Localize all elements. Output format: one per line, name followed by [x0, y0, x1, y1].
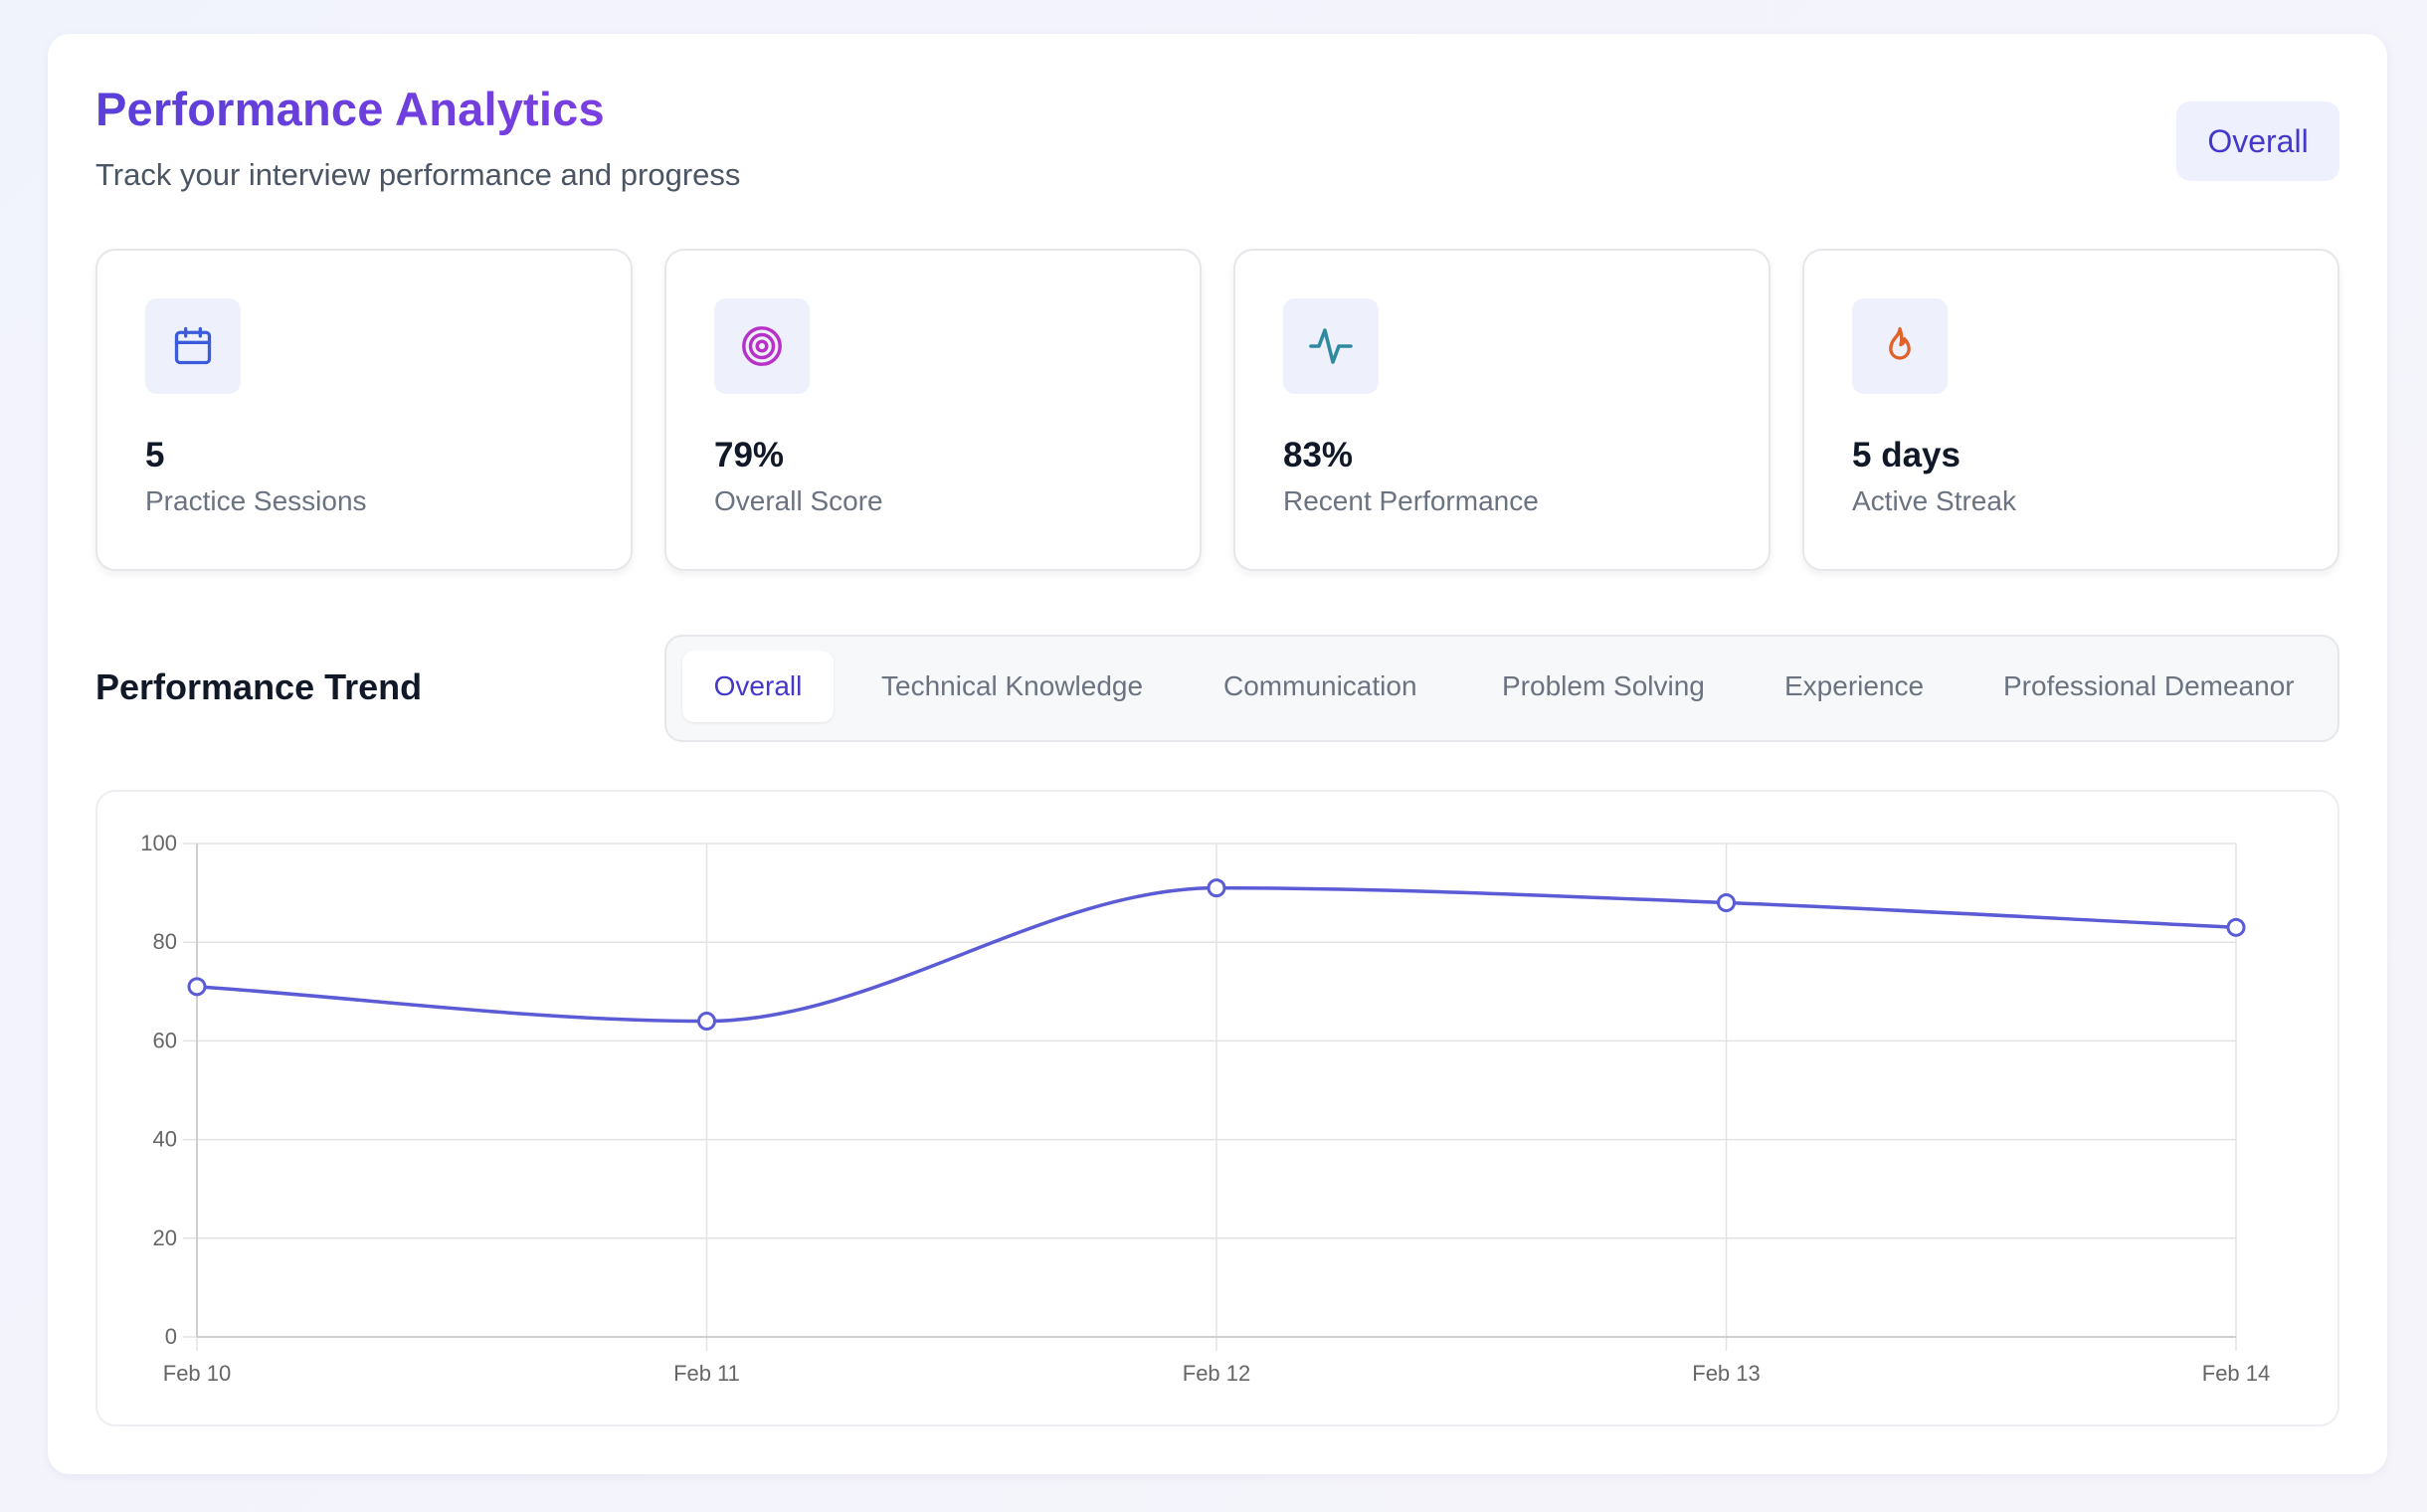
y-tick-label: 60 — [153, 1028, 177, 1052]
stat-value: 83% — [1283, 436, 1354, 474]
stat-value: 5 days — [1852, 436, 1960, 474]
x-tick-label: Feb 10 — [163, 1361, 232, 1386]
overall-filter-button[interactable]: Overall — [2176, 101, 2339, 181]
stat-value: 79% — [714, 436, 785, 474]
page-subtitle: Track your interview performance and pro… — [95, 157, 741, 192]
y-tick-label: 100 — [140, 831, 177, 855]
target-icon — [714, 298, 810, 394]
tab-communication[interactable]: Communication — [1223, 670, 1417, 701]
stat-label: Practice Sessions — [145, 485, 367, 516]
tab-technical-knowledge[interactable]: Technical Knowledge — [881, 670, 1144, 701]
stat-card-overall-score: 79% Overall Score — [664, 249, 1202, 571]
y-tick-label: 20 — [153, 1226, 177, 1250]
stat-card-recent-performance: 83% Recent Performance — [1233, 249, 1771, 571]
stat-label: Overall Score — [714, 485, 883, 516]
stat-label: Active Streak — [1852, 485, 2016, 516]
x-tick-label: Feb 12 — [1183, 1361, 1251, 1386]
x-tick-label: Feb 11 — [673, 1361, 740, 1386]
page-title: Performance Analytics — [95, 83, 605, 135]
data-point — [1717, 893, 1736, 913]
y-tick-label: 40 — [153, 1127, 177, 1152]
calendar-icon — [145, 298, 241, 394]
stat-card-active-streak: 5 days Active Streak — [1802, 249, 2339, 571]
x-tick-label: Feb 13 — [1692, 1361, 1761, 1386]
trend-title: Performance Trend — [95, 666, 423, 707]
data-point — [2226, 917, 2246, 937]
y-tick-label: 0 — [165, 1324, 177, 1349]
stats-row: 5 Practice Sessions 79% Overall Score 83… — [95, 249, 2339, 603]
x-tick-label: Feb 14 — [2202, 1361, 2271, 1386]
stat-value: 5 — [145, 436, 165, 474]
stat-card-practice-sessions: 5 Practice Sessions — [95, 249, 633, 571]
flame-icon — [1852, 298, 1948, 394]
y-tick-label: 80 — [153, 929, 177, 954]
data-point — [187, 977, 207, 997]
data-point — [1207, 878, 1226, 898]
trend-chart: 0 20 40 60 80 100 Feb 10 Feb 11 Feb 12 Feb 13 Feb … — [95, 790, 2339, 1426]
tab-professional-demeanor[interactable]: Professional Demeanor — [2003, 670, 2295, 701]
tab-experience[interactable]: Experience — [1784, 670, 1925, 701]
tab-overall[interactable]: Overall — [682, 651, 834, 722]
stat-label: Recent Performance — [1283, 485, 1539, 516]
activity-icon — [1283, 298, 1379, 394]
analytics-card: Performance Analytics Track your intervi… — [48, 34, 2387, 1474]
trend-chart-svg: 0 20 40 60 80 100 Feb 10 Feb 11 Feb 12 Feb 13 Feb … — [140, 831, 2271, 1386]
tab-problem-solving[interactable]: Problem Solving — [1502, 670, 1705, 701]
data-point — [697, 1012, 716, 1032]
trend-tabs: Overall Technical Knowledge Communicatio… — [664, 635, 2339, 742]
